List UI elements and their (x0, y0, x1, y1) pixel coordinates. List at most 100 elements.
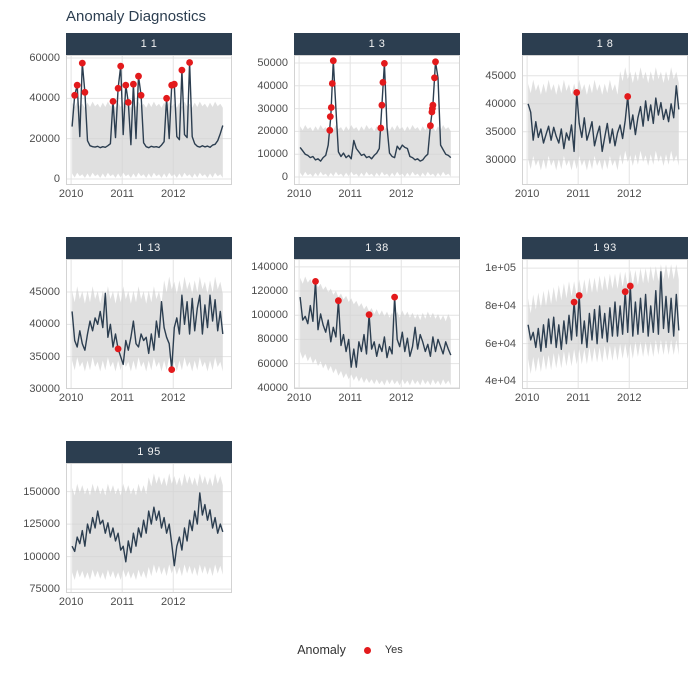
page-title: Anomaly Diagnostics (66, 8, 207, 25)
x-axis: 2010 2011 2012 (287, 185, 460, 201)
anomaly-point (326, 113, 334, 120)
y-tick-label: 120000 (251, 285, 288, 298)
observed-line (527, 85, 680, 153)
anomaly-point (114, 345, 122, 353)
facet-strip-label: 1 13 (137, 242, 161, 254)
x-tick-label: 2011 (338, 188, 362, 200)
x-tick-label: 2012 (389, 188, 414, 200)
x-axis: 2010 2011 2012 (59, 593, 232, 609)
observed-line (299, 59, 452, 162)
y-tick-label: 100000 (23, 550, 60, 563)
confidence-band (72, 276, 223, 372)
observed-line (71, 61, 224, 149)
facet-strip-label: 1 38 (365, 242, 389, 254)
anomaly-point (163, 94, 170, 102)
y-axis: 0 10000 20000 30000 40000 50000 (248, 55, 294, 185)
y-tick-label: 30000 (257, 102, 288, 115)
y-tick-label: 30000 (485, 153, 516, 166)
anomaly-point (130, 80, 137, 88)
anomaly-point (429, 101, 437, 109)
confidence-band (300, 276, 451, 386)
anomaly-point (365, 311, 373, 318)
anomaly-point (124, 99, 132, 106)
anomaly-point (137, 91, 145, 99)
x-tick-label: 2011 (566, 392, 590, 404)
x-axis: 2010 2011 2012 (287, 389, 460, 405)
anomaly-point (312, 278, 319, 285)
y-tick-label: 80000 (257, 333, 288, 346)
panel-plot (294, 55, 460, 185)
anomaly-point (78, 59, 86, 67)
anomaly-point (379, 79, 387, 86)
y-tick-label: 30000 (29, 383, 60, 395)
anomaly-point (109, 98, 117, 105)
panel-border (522, 259, 688, 389)
x-tick-label: 2011 (338, 392, 362, 404)
y-tick-label: 40000 (257, 79, 288, 92)
panel-plot (66, 55, 232, 185)
anomaly-point (73, 81, 81, 89)
y-axis: 0 20000 40000 60000 (20, 52, 66, 185)
anomaly-point (377, 124, 385, 132)
facet-grid: 1 1 0 20000 40000 60000 2010 2011 2012 1 3 0 10000… (0, 33, 700, 609)
anomaly-point (114, 84, 122, 92)
panel-border (294, 259, 460, 389)
y-axis: 30000 35000 40000 45000 (476, 55, 522, 185)
facet-strip-label: 1 95 (137, 446, 161, 458)
x-tick-label: 2010 (58, 596, 84, 608)
y-tick-label: 140000 (251, 260, 288, 273)
anomaly-point (431, 74, 438, 82)
anomaly-point (168, 366, 176, 373)
observed-line (299, 280, 452, 368)
x-axis: 2010 2011 2012 (59, 389, 232, 405)
observed-line (527, 271, 680, 352)
y-tick-label: 60000 (29, 52, 60, 65)
facet-strip: 1 8 (522, 33, 688, 55)
x-tick-label: 2011 (566, 188, 590, 200)
y-tick-label: 45000 (485, 69, 516, 82)
panel-border (66, 463, 232, 593)
anomaly-point (117, 62, 125, 70)
facet-1-95: 1 95 75000 100000 125000 150000 2010 2011 2012 (20, 441, 232, 609)
anomaly-point (122, 81, 130, 89)
panel-border (522, 55, 688, 185)
facet-1-38: 1 38 40000 60000 80000 100000 120000 140000 201… (248, 237, 460, 405)
anomaly-point (170, 80, 178, 88)
anomaly-point (378, 101, 386, 109)
anomaly-point (575, 292, 583, 299)
observed-line (71, 492, 224, 567)
observed-line (71, 292, 224, 371)
panel-plot (294, 259, 460, 389)
confidence-band (528, 67, 679, 171)
x-axis: 2010 2011 2012 (515, 389, 688, 405)
y-tick-label: 40000 (29, 318, 60, 331)
y-tick-label: 1e+05 (485, 262, 516, 275)
x-tick-label: 2010 (286, 392, 312, 404)
x-axis: 2010 2011 2012 (515, 185, 688, 201)
x-tick-label: 2012 (389, 392, 414, 404)
y-tick-label: 35000 (485, 125, 516, 138)
y-tick-label: 4e+04 (485, 375, 516, 388)
facet-1-1: 1 1 0 20000 40000 60000 2010 2011 2012 (20, 33, 232, 201)
panel-plot (66, 463, 232, 593)
y-tick-label: 35000 (29, 350, 60, 363)
panel-plot (522, 55, 688, 185)
anomaly-point (624, 93, 632, 100)
x-tick-label: 2010 (286, 188, 312, 200)
y-tick-label: 20000 (29, 132, 60, 145)
panel-plot (522, 259, 688, 389)
anomaly-point (573, 89, 581, 96)
y-tick-label: 6e+04 (485, 337, 516, 350)
facet-strip-label: 1 93 (593, 242, 617, 254)
y-tick-label: 10000 (257, 148, 288, 161)
facet-strip: 1 95 (66, 441, 232, 463)
y-tick-label: 40000 (485, 97, 516, 110)
y-tick-label: 40000 (257, 381, 288, 394)
facet-strip: 1 13 (66, 237, 232, 259)
facet-strip-label: 1 3 (368, 38, 386, 50)
anomaly-point (81, 88, 89, 96)
facet-strip: 1 38 (294, 237, 460, 259)
anomaly-point (427, 122, 434, 130)
y-tick-label: 60000 (257, 357, 288, 370)
